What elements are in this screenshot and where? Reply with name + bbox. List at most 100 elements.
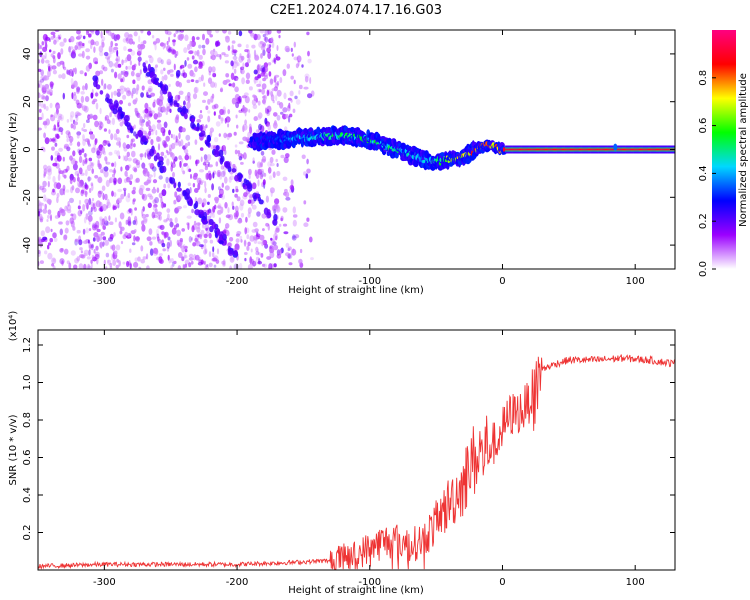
heatmap-cell xyxy=(564,148,566,151)
heatmap-cell xyxy=(238,30,243,37)
heatmap-cell xyxy=(84,83,88,91)
heatmap-cell xyxy=(266,89,270,97)
heatmap-cell xyxy=(248,86,253,91)
heatmap-cell xyxy=(602,148,605,151)
y-tick-label: 0.6 xyxy=(22,450,33,466)
heatmap-cell xyxy=(288,102,291,109)
heatmap-cell xyxy=(127,193,131,198)
heatmap-cell xyxy=(127,102,132,107)
heatmap-cell xyxy=(236,124,239,129)
heatmap-cell xyxy=(234,174,240,182)
heatmap-cell xyxy=(49,81,54,88)
heatmap-cell xyxy=(84,96,90,103)
heatmap-cell xyxy=(130,50,136,56)
heatmap-cell xyxy=(202,198,207,206)
heatmap-cell xyxy=(68,262,72,269)
heatmap-cell xyxy=(289,113,293,118)
heatmap-cell xyxy=(118,140,122,148)
heatmap-cell xyxy=(259,40,264,45)
heatmap-cell xyxy=(153,204,158,208)
heatmap-cell xyxy=(247,58,251,64)
heatmap-cell xyxy=(607,148,609,151)
heatmap-cell xyxy=(163,121,168,129)
heatmap-cell xyxy=(506,148,508,151)
heatmap-cell xyxy=(111,190,114,197)
heatmap-cell xyxy=(107,30,112,36)
heatmap-cell xyxy=(99,241,103,249)
heatmap-cell xyxy=(586,148,589,151)
heatmap-cell xyxy=(147,85,153,93)
heatmap-cell xyxy=(261,213,267,219)
heatmap-cell xyxy=(531,148,534,151)
y-tick-label: -40 xyxy=(22,237,33,253)
heatmap-cell xyxy=(149,241,153,246)
heatmap-cell xyxy=(554,148,556,151)
heatmap-cell xyxy=(271,205,276,212)
heatmap-cell xyxy=(610,148,612,151)
heatmap-cell xyxy=(240,55,245,61)
heatmap-cell xyxy=(52,188,55,193)
heatmap-cell xyxy=(307,93,313,99)
heatmap-cell xyxy=(272,99,275,104)
heatmap-cell xyxy=(88,33,92,38)
heatmap-cell xyxy=(516,148,519,151)
heatmap-cell xyxy=(173,182,177,189)
heatmap-cell xyxy=(119,226,123,234)
heatmap-cell xyxy=(259,234,265,241)
heatmap-cell xyxy=(175,114,180,120)
heatmap-cell xyxy=(123,178,128,184)
heatmap-cell xyxy=(174,199,178,204)
heatmap-cell xyxy=(231,168,237,173)
heatmap-cell xyxy=(90,182,94,187)
heatmap-cell xyxy=(197,197,203,205)
heatmap-cell xyxy=(85,227,89,234)
heatmap-cell xyxy=(231,97,236,105)
heatmap-cell xyxy=(175,70,181,77)
heatmap-cell xyxy=(80,250,83,254)
heatmap-cell xyxy=(285,191,290,198)
heatmap-cell xyxy=(126,151,130,157)
heatmap-cell xyxy=(144,152,147,158)
heatmap-cell xyxy=(263,36,267,41)
heatmap-cell xyxy=(81,50,85,59)
heatmap-cell xyxy=(594,148,596,151)
heatmap-cell xyxy=(139,116,143,124)
heatmap-cell xyxy=(235,114,238,119)
heatmap-cell xyxy=(188,168,192,173)
heatmap-cell xyxy=(225,223,230,229)
heatmap-cell xyxy=(242,123,248,131)
heatmap-cell xyxy=(71,83,76,88)
heatmap-cell xyxy=(175,135,178,143)
heatmap-cell xyxy=(158,214,162,221)
heatmap-cell xyxy=(269,156,274,164)
heatmap-cell xyxy=(183,252,187,259)
heatmap-cell xyxy=(88,115,93,119)
heatmap-cell xyxy=(103,51,109,57)
heatmap-cell xyxy=(77,205,81,210)
heatmap-cell xyxy=(648,148,650,151)
heatmap-cell xyxy=(135,177,140,183)
heatmap-cell xyxy=(290,179,294,187)
heatmap-cell xyxy=(135,72,141,78)
heatmap-cell xyxy=(202,99,206,103)
heatmap-cell xyxy=(69,178,73,185)
heatmap-cell xyxy=(90,244,94,251)
heatmap-cell xyxy=(280,217,283,222)
heatmap-cell xyxy=(161,75,165,82)
heatmap-cell xyxy=(74,121,78,126)
heatmap-cell xyxy=(217,171,221,177)
heatmap-cell xyxy=(165,111,168,115)
heatmap-cell xyxy=(165,217,170,222)
heatmap-cell xyxy=(119,212,125,220)
heatmap-cell xyxy=(78,149,82,156)
heatmap-cell xyxy=(148,228,153,236)
heatmap-cell xyxy=(181,158,184,163)
heatmap-cell xyxy=(234,86,239,93)
heatmap-cell xyxy=(100,231,105,236)
heatmap-cell xyxy=(92,114,98,121)
heatmap-cell xyxy=(545,148,547,151)
heatmap-cell xyxy=(257,88,262,93)
heatmap-cell xyxy=(243,252,248,255)
heatmap-cell xyxy=(185,192,190,200)
heatmap-cell xyxy=(306,168,311,174)
